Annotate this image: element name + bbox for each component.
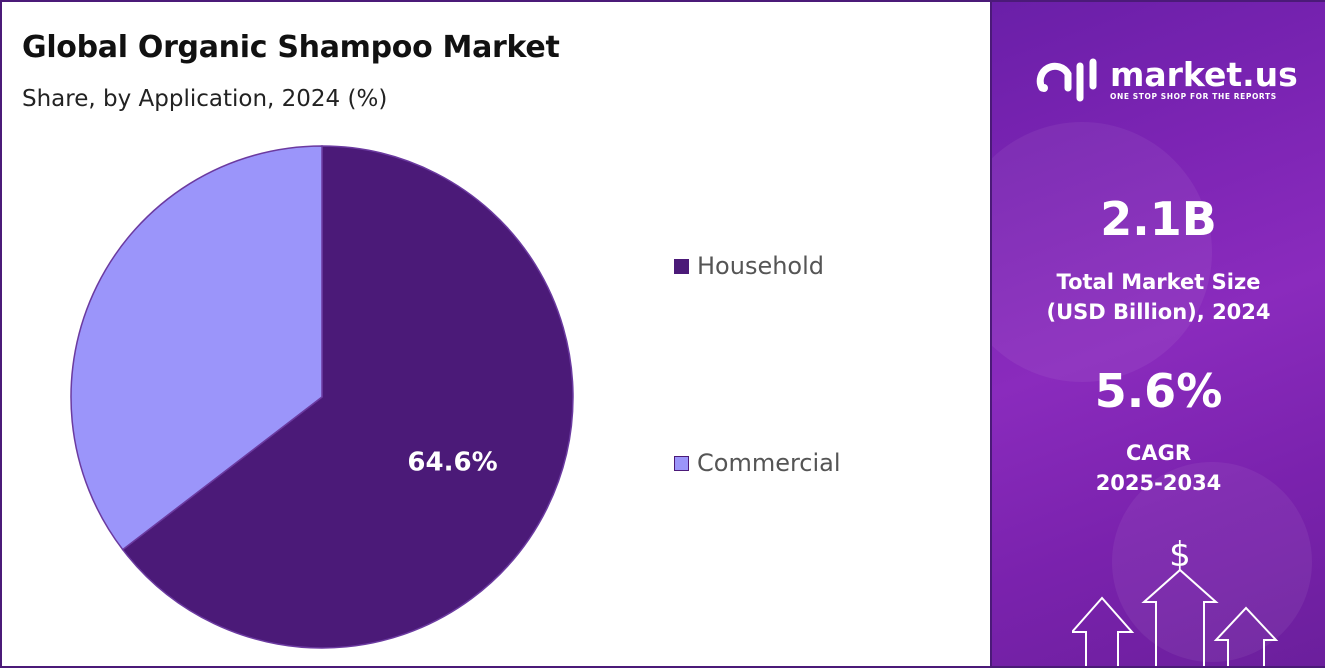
- growth-arrows-icon: $: [1072, 535, 1279, 666]
- cagr-value: 5.6%: [1094, 364, 1223, 418]
- legend-label-commercial: Commercial: [697, 449, 841, 477]
- market-size-value: 2.1B: [1100, 192, 1217, 246]
- legend-label-household: Household: [697, 252, 825, 280]
- cagr-label-line1: CAGR: [1125, 441, 1192, 465]
- summary-panel: market.us ONE STOP SHOP FOR THE REPORTS …: [990, 2, 1325, 666]
- market-us-logo-icon: [1036, 58, 1097, 102]
- logo-name: market.us: [1110, 54, 1298, 94]
- legend-item-commercial: Commercial: [674, 449, 841, 477]
- decorative-circle: [1112, 462, 1312, 662]
- chart-panel: Global Organic Shampoo Market Share, by …: [2, 2, 990, 666]
- chart-subtitle: Share, by Application, 2024 (%): [22, 86, 388, 112]
- market-size-label-line2: (USD Billion), 2024: [1046, 300, 1271, 324]
- pie-slice-household: [121, 145, 574, 649]
- legend-swatch-household: [674, 258, 689, 274]
- market-size-label-line1: Total Market Size: [1056, 270, 1261, 294]
- legend-swatch-commercial: [674, 455, 689, 471]
- cagr-label-line2: 2025-2034: [1095, 471, 1222, 495]
- data-label-household: 64.6%: [407, 447, 497, 477]
- dollar-sign: $: [1169, 535, 1191, 575]
- chart-title: Global Organic Shampoo Market: [22, 30, 560, 65]
- market-us-logo: market.us ONE STOP SHOP FOR THE REPORTS: [1036, 54, 1298, 104]
- legend-item-household: Household: [674, 252, 824, 280]
- pie-chart: 64.6%: [70, 145, 574, 649]
- pie-slice-commercial: [70, 145, 323, 551]
- decorative-circle: [992, 122, 1212, 382]
- logo-tagline: ONE STOP SHOP FOR THE REPORTS: [1110, 91, 1277, 101]
